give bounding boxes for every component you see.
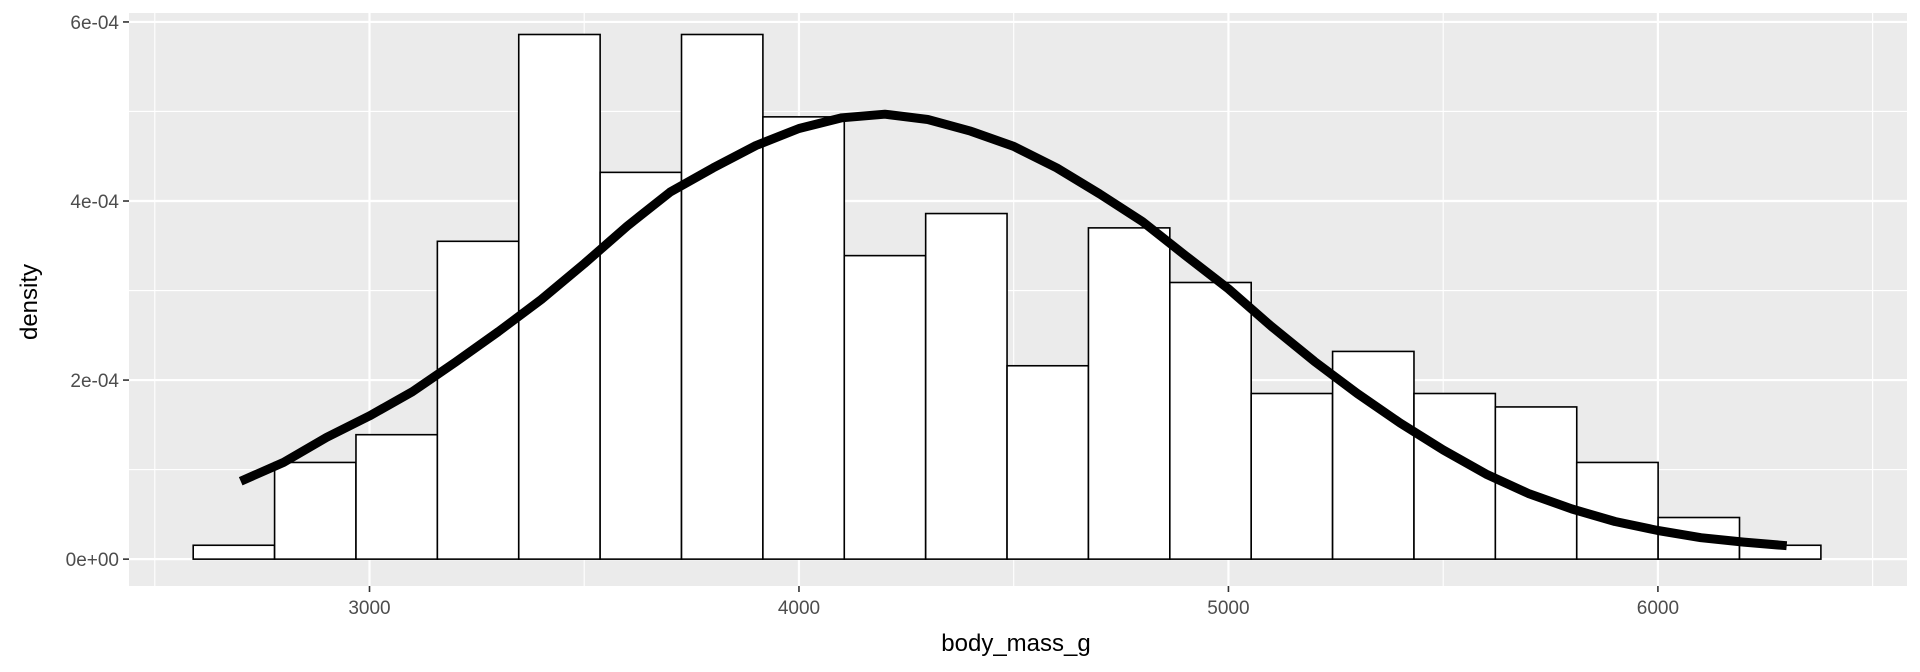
x-tick-label: 4000: [778, 598, 820, 619]
histogram-bar: [1169, 281, 1253, 560]
histogram-bars: [192, 33, 1822, 560]
histogram-bar: [924, 212, 1008, 560]
y-tick-label: 0e+00: [66, 550, 119, 571]
x-tick-label: 6000: [1637, 598, 1679, 619]
y-tick-label: 6e-04: [70, 13, 119, 34]
histogram-bar: [436, 240, 520, 560]
density-curve: [238, 109, 1788, 551]
histogram-bar: [843, 254, 927, 560]
histogram-bar: [1006, 364, 1090, 560]
histogram-bar: [273, 461, 357, 560]
x-tick-label: 5000: [1207, 598, 1249, 619]
histogram-bar: [192, 544, 276, 560]
x-tick-label: 3000: [348, 598, 390, 619]
y-axis-title: density: [16, 264, 43, 340]
histogram-bar: [1087, 227, 1171, 560]
histogram-bar: [355, 433, 439, 560]
histogram-bar: [517, 33, 601, 560]
y-tick-label: 2e-04: [70, 371, 119, 392]
histogram-bar: [762, 116, 846, 560]
x-axis-title: body_mass_g: [941, 630, 1090, 657]
histogram-bar: [680, 33, 764, 560]
x-axis: 3000 4000 5000 6000: [348, 586, 1679, 619]
y-axis: 0e+00 2e-04 4e-04 6e-04: [66, 13, 129, 571]
y-tick-label: 4e-04: [70, 192, 119, 213]
histogram-bar: [599, 171, 683, 560]
histogram-bar: [1250, 392, 1334, 560]
